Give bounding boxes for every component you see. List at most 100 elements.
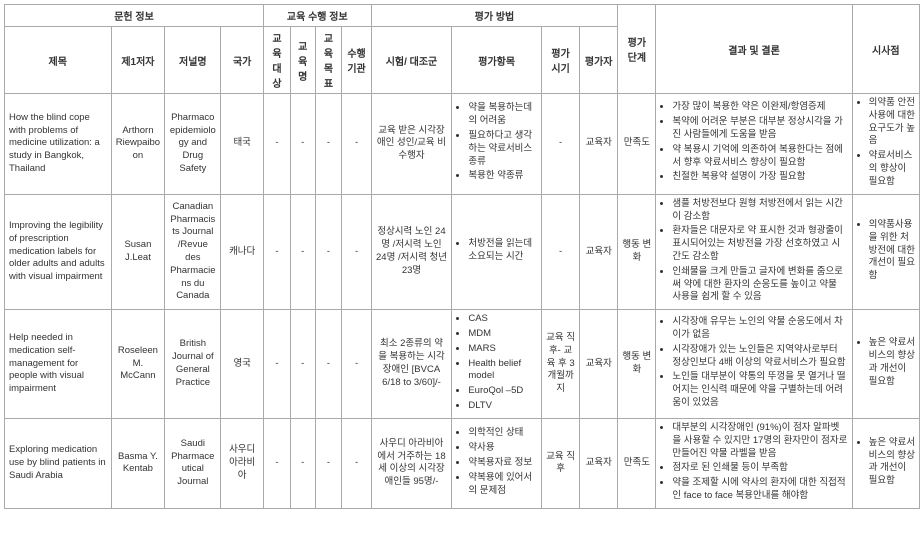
table-cell: - xyxy=(342,194,371,310)
list-item: MDM xyxy=(468,328,537,341)
header-eval-timing: 평가 시기 xyxy=(542,27,580,94)
header-test-group: 시험/ 대조군 xyxy=(371,27,452,94)
list-item: 점자로 된 인쇄물 등이 부족함 xyxy=(672,462,847,475)
table-cell: - xyxy=(290,94,315,195)
table-cell: 교육자 xyxy=(580,94,618,195)
list-item: CAS xyxy=(468,313,537,326)
table-cell: 정상시력 노인 24명 /저시력 노인 24명 /저시력 청년 23명 xyxy=(371,194,452,310)
table-cell: 교육 직후 xyxy=(542,418,580,508)
table-cell-list: 의약품 안전사용에 대한 요구도가 높음약료서비스의 향상이 필요함 xyxy=(852,94,919,195)
list-item: Health belief model xyxy=(468,358,537,384)
header-country: 국가 xyxy=(221,27,264,94)
table-cell: - xyxy=(290,418,315,508)
table-cell: - xyxy=(342,310,371,419)
table-cell: - xyxy=(264,310,291,419)
table-cell: 태국 xyxy=(221,94,264,195)
table-cell: 교육 직후- 교육 후 3개월까지 xyxy=(542,310,580,419)
list-item: EuroQol –5D xyxy=(468,385,537,398)
list-item: 시각장애가 있는 노인들은 지역약사로부터 정상인보다 4배 이상의 약료서비스… xyxy=(672,344,847,370)
table-cell: Basma Y. Kentab xyxy=(111,418,165,508)
list-item: 노인들 대부분이 약통의 뚜껑을 못 열거나 떨어지는 인식력 때문에 약을 구… xyxy=(672,371,847,409)
header-edu-goal: 교육 목표 xyxy=(315,27,342,94)
table-row: Improving the legibility of prescription… xyxy=(5,194,920,310)
literature-review-table: 문헌 정보 교육 수행 정보 평가 방법 평가 단계 결과 및 결론 시사점 제… xyxy=(4,4,920,509)
table-cell-list: 약을 복용하는데의 어려움필요하다고 생각하는 약료서비스 종류복용한 약종류 xyxy=(452,94,542,195)
table-cell: - xyxy=(342,94,371,195)
table-cell-list: 대부분의 시각장애인 (91%)이 점자 알파벳을 사용할 수 있지만 17명의… xyxy=(656,418,852,508)
list-item: 약복용자료 정보 xyxy=(468,457,537,470)
list-item: 높은 약료서비스의 향상과 개선이 필요함 xyxy=(869,337,915,388)
list-item: 의약품사용을 위한 처방전에 대한 개선이 필요함 xyxy=(869,219,915,283)
table-cell: - xyxy=(315,310,342,419)
table-cell: Pharmacoepidemiology and Drug Safety xyxy=(165,94,221,195)
list-item: 약료서비스의 향상이 필요함 xyxy=(869,150,915,188)
table-cell: - xyxy=(264,418,291,508)
table-cell: 최소 2종류의 약을 복용하는 시각장애인 [BVCA 6/18 to 3/60… xyxy=(371,310,452,419)
header-group-literature: 문헌 정보 xyxy=(5,5,264,27)
header-edu-target: 교육 대상 xyxy=(264,27,291,94)
table-cell-list: 높은 약료서비스의 향상과 개선이 필요함 xyxy=(852,310,919,419)
table-cell: - xyxy=(290,310,315,419)
list-item: 처방전을 읽는데 소요되는 시간 xyxy=(468,238,537,264)
table-cell-list: 의학적인 상태약사용약복용자료 정보약복용에 있어서의 문제점 xyxy=(452,418,542,508)
list-item: MARS xyxy=(468,343,537,356)
list-item: 필요하다고 생각하는 약료서비스 종류 xyxy=(468,130,537,168)
list-item: 인쇄물을 크게 만들고 글자에 변화를 줌으로써 약에 대한 환자의 순응도를 … xyxy=(672,266,847,304)
list-item: DLTV xyxy=(468,400,537,413)
table-row: Help needed in medication self-managemen… xyxy=(5,310,920,419)
header-evaluator: 평가자 xyxy=(580,27,618,94)
header-edu-name: 교육명 xyxy=(290,27,315,94)
table-cell-list: CAS MDM MARS Health belief modelEuroQol –5D… xyxy=(452,310,542,419)
table-cell-list: 가장 많이 복용한 약은 이완제/항염증제복약에 어려운 부분은 대부분 정상시… xyxy=(656,94,852,195)
list-item: 친절한 복용약 설명이 가장 필요함 xyxy=(672,171,847,184)
cell-title: Help needed in medication self-managemen… xyxy=(5,310,112,419)
table-cell: - xyxy=(290,194,315,310)
table-cell: 교육자 xyxy=(580,310,618,419)
list-item: 샘플 처방전보다 원형 처방전에서 읽는 시간이 감소함 xyxy=(672,198,847,224)
table-cell: Susan J.Leat xyxy=(111,194,165,310)
table-cell: 교육자 xyxy=(580,418,618,508)
list-item: 약을 조제할 시에 약사의 환자에 대한 직접적인 face to face 복… xyxy=(672,477,847,503)
table-cell: Roseleen M. McCann xyxy=(111,310,165,419)
table-cell: 영국 xyxy=(221,310,264,419)
table-cell: Saudi Pharmaceutical Journal xyxy=(165,418,221,508)
header-eval-stage: 평가 단계 xyxy=(618,5,656,94)
table-cell-list: 샘플 처방전보다 원형 처방전에서 읽는 시간이 감소함환자들은 대문자로 약 … xyxy=(656,194,852,310)
table-cell-list: 처방전을 읽는데 소요되는 시간 xyxy=(452,194,542,310)
table-cell: Arthorn Riewpaiboon xyxy=(111,94,165,195)
list-item: 환자들은 대문자로 약 표시한 것과 형광줄이 표시되어있는 처방전을 가장 선… xyxy=(672,225,847,263)
header-author: 제1저자 xyxy=(111,27,165,94)
header-group-evaluation: 평가 방법 xyxy=(371,5,618,27)
list-item: 의약품 안전사용에 대한 요구도가 높음 xyxy=(869,97,915,148)
header-journal: 저널명 xyxy=(165,27,221,94)
table-cell: - xyxy=(315,94,342,195)
table-cell: British Journal of General Practice xyxy=(165,310,221,419)
list-item: 의학적인 상태 xyxy=(468,427,537,440)
header-edu-org: 수행 기관 xyxy=(342,27,371,94)
list-item: 높은 약료서비스의 향상과 개선이 필요함 xyxy=(869,437,915,488)
cell-title: How the blind cope with problems of medi… xyxy=(5,94,112,195)
table-cell: 만족도 xyxy=(618,94,656,195)
list-item: 약 복용시 기억에 의존하여 복용한다는 점에서 향후 약료서비스 향상이 필요… xyxy=(672,144,847,170)
table-row: How the blind cope with problems of medi… xyxy=(5,94,920,195)
list-item: 대부분의 시각장애인 (91%)이 점자 알파벳을 사용할 수 있지만 17명의… xyxy=(672,422,847,460)
table-cell: 교육 받은 시각장애인 성인/교육 비수행자 xyxy=(371,94,452,195)
list-item: 시각장애 유무는 노인의 약물 순응도에서 차이가 없음 xyxy=(672,316,847,342)
table-row: Exploring medication use by blind patien… xyxy=(5,418,920,508)
table-cell: - xyxy=(342,418,371,508)
table-cell: - xyxy=(315,194,342,310)
header-title: 제목 xyxy=(5,27,112,94)
table-cell: 교육자 xyxy=(580,194,618,310)
table-cell: 만족도 xyxy=(618,418,656,508)
list-item: 복약에 어려운 부분은 대부분 정상시각을 가진 사람들에게 도움을 받음 xyxy=(672,116,847,142)
table-cell: - xyxy=(315,418,342,508)
table-cell: 행동 변화 xyxy=(618,310,656,419)
list-item: 약복용에 있어서의 문제점 xyxy=(468,472,537,498)
table-cell: 사우디 아라비아에서 거주하는 18세 이상의 시각장애인들 95명/- xyxy=(371,418,452,508)
list-item: 약사용 xyxy=(468,442,537,455)
table-cell: - xyxy=(264,94,291,195)
table-cell-list: 시각장애 유무는 노인의 약물 순응도에서 차이가 없음시각장애가 있는 노인들… xyxy=(656,310,852,419)
header-implication: 시사점 xyxy=(852,5,919,94)
table-cell: - xyxy=(542,94,580,195)
table-cell: 캐나다 xyxy=(221,194,264,310)
